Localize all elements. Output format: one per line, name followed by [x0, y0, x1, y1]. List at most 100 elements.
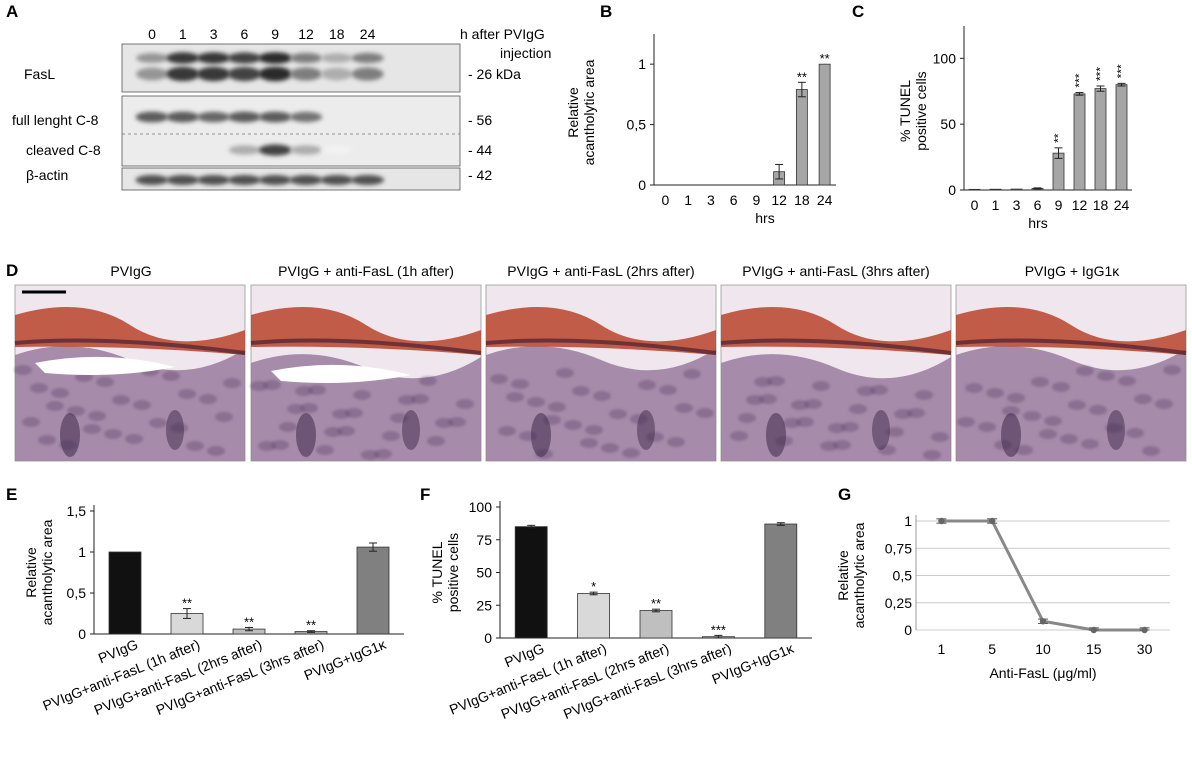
blot-band-fasl: [321, 67, 353, 81]
blot-band-fasl: [289, 67, 323, 81]
histology-texture: [1155, 399, 1173, 409]
histology-texture: [965, 383, 983, 393]
y-tick-label: 75: [476, 532, 492, 548]
blot-box-c8: [121, 95, 461, 167]
histology-texture: [324, 427, 342, 437]
panel-letter-e: E: [6, 485, 17, 504]
y-tick-label: 0,5: [893, 568, 913, 584]
blot-band-fasl: [166, 66, 200, 82]
blot-band-full: [228, 111, 261, 123]
histology-texture: [1068, 400, 1086, 410]
histology-epidermis: [14, 338, 246, 355]
blot-box-fasl: [121, 43, 461, 93]
blot-lane-label: 6: [241, 26, 249, 42]
significance-marker: ***: [1115, 64, 1129, 78]
data-point: [1039, 618, 1047, 625]
blot-band-fasl: [351, 52, 384, 64]
blot-band-actin: [166, 175, 200, 185]
histology-texture: [1163, 365, 1181, 375]
x-tick-label: 1: [684, 192, 692, 208]
significance-marker: **: [651, 596, 661, 611]
blot-band-fasl: [227, 52, 261, 64]
histology-texture: [223, 378, 241, 388]
histology-epidermis: [485, 338, 717, 355]
histology-stratum-corneum: [251, 307, 481, 355]
histology-follicle: [531, 413, 551, 457]
histology-texture: [22, 417, 40, 427]
y-tick-label: 0,5: [67, 585, 87, 601]
y-axis-label: acantholytic area: [581, 59, 597, 165]
histology-texture: [398, 395, 416, 405]
blot-label-fasl: FasL: [24, 66, 55, 82]
blot-lane-label: 9: [271, 26, 279, 42]
blot-band-fasl: [351, 67, 384, 81]
bar: [356, 546, 390, 635]
bar: [1010, 188, 1023, 191]
significance-marker: ***: [1073, 73, 1087, 87]
histology-stratum-corneum: [15, 307, 245, 355]
histology-texture: [1097, 371, 1115, 381]
blot-band-actin: [197, 175, 231, 185]
histology-texture: [1052, 382, 1070, 392]
y-tick-label: 1: [638, 56, 646, 72]
histology-texture: [1002, 406, 1020, 416]
histology-texture: [199, 394, 217, 404]
x-tick-label: 6: [1034, 197, 1042, 213]
histology-texture: [738, 413, 756, 423]
significance-marker: **: [820, 51, 830, 66]
histology-texture: [511, 379, 529, 389]
histology-texture: [1076, 366, 1094, 376]
histology-texture: [923, 450, 941, 460]
histology-epidermis: [250, 338, 482, 355]
data-point: [989, 517, 996, 525]
histology-texture: [609, 409, 627, 419]
x-tick-label: 6: [730, 192, 738, 208]
histology-texture: [46, 401, 64, 411]
histology-texture: [638, 380, 656, 390]
histology-texture: [593, 391, 611, 401]
histology-texture: [791, 400, 809, 410]
y-axis-label: Relative: [23, 547, 39, 598]
histology-texture: [419, 376, 437, 386]
histology-texture: [957, 417, 975, 427]
significance-marker: ***: [1094, 67, 1108, 81]
histology-texture: [435, 418, 453, 428]
y-axis-label: % TUNEL: [429, 541, 445, 603]
histology-texture: [527, 397, 545, 407]
histology-texture: [828, 423, 846, 433]
histology-texture: [316, 445, 334, 455]
y-tick-label: 1: [78, 544, 86, 560]
histology-texture: [1142, 446, 1160, 456]
y-tick-label: 100: [469, 499, 493, 515]
y-tick-label: 0: [484, 630, 492, 646]
histology-texture: [506, 392, 524, 402]
y-axis-label: acantholytic area: [39, 519, 55, 625]
y-axis-label: % TUNEL: [897, 80, 913, 142]
blot-band-fasl: [166, 52, 200, 64]
histology-texture: [812, 381, 830, 391]
histology-texture: [149, 418, 167, 428]
x-tick-label: 0: [971, 197, 979, 213]
bar: [577, 593, 610, 639]
histology-texture: [104, 429, 122, 439]
blot-marker-44: - 44: [468, 142, 492, 158]
bar: [1115, 84, 1128, 191]
histology-texture: [38, 435, 56, 445]
histology-texture: [133, 400, 151, 410]
histology-texture: [258, 441, 276, 451]
data-point: [1090, 626, 1098, 634]
histology-texture: [1031, 377, 1049, 387]
x-tick-label: 1: [992, 197, 1000, 213]
bar: [764, 523, 798, 639]
histology-texture: [498, 426, 516, 436]
x-tick-label: 12: [771, 192, 787, 208]
blot-band-fasl: [289, 52, 323, 64]
histology-texture: [186, 441, 204, 451]
histology-texture: [112, 395, 130, 405]
histology-texture: [178, 389, 196, 399]
blot-band-actin: [227, 175, 261, 185]
